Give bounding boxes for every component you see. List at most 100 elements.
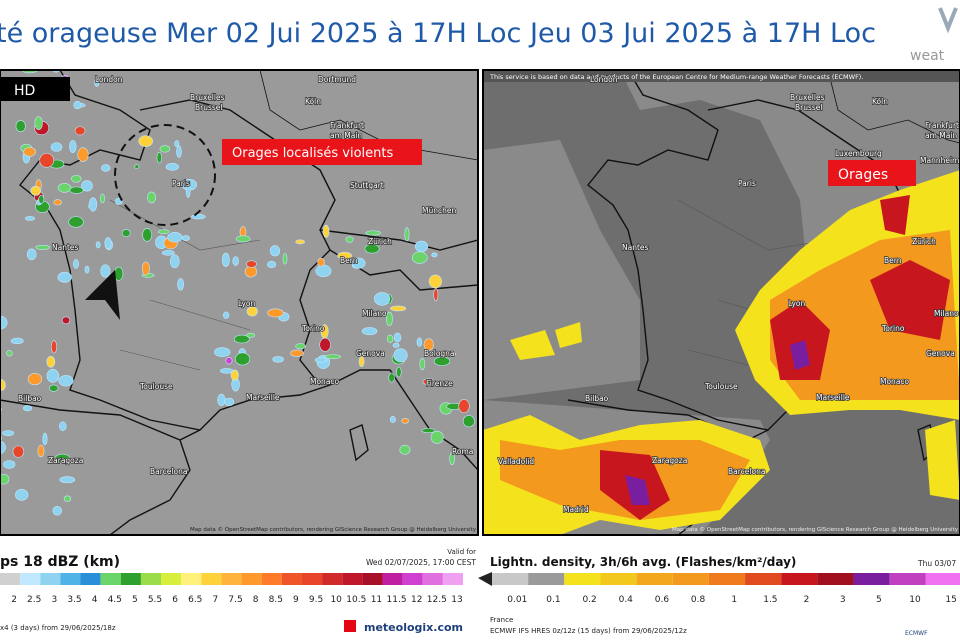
echo [176,145,182,158]
echo [177,278,185,291]
echo [22,405,33,412]
right-map: This service is based on data and produc… [483,70,960,535]
echo [364,243,380,254]
city-label: Madrid [563,505,589,514]
echo [361,327,378,336]
echo [50,142,63,152]
echo [393,348,408,363]
scale-label: 7.5 [228,595,242,605]
city-label: Brussel [195,103,223,112]
left-map: HD Orages localisés violents London Dortm… [0,70,478,535]
city-label: Toulouse [704,382,738,391]
city-label: Monaco [310,377,340,386]
scale-swatch [745,573,782,585]
divider-arrow [478,572,492,586]
city-label: Bruxelles [790,93,825,102]
echo [290,349,304,357]
city-label: Marseille [246,393,280,402]
scale-label: 13 [451,595,462,605]
scale-label: 9 [293,595,299,605]
scale-label: 6 [172,595,178,605]
city-label: London [590,75,618,84]
echo [220,368,234,374]
legend-title: ps 18 dBZ (km) [0,554,120,570]
echo [10,337,24,345]
city-label: Bologna [424,349,455,358]
city-label: Lyon [788,299,806,308]
echo [244,265,257,278]
scale-swatch [382,573,403,585]
city-label: Firenze [426,379,453,388]
echo [57,183,72,193]
echo [141,261,150,276]
left-frame [0,69,479,536]
scale-swatch [40,573,61,585]
brand: ECMWF [905,630,928,637]
scale-label: 15 [945,595,956,605]
echo [63,495,72,502]
city-label: Zaragoza [48,456,83,465]
city-label: Bern [884,256,902,265]
city-label: München [422,206,456,215]
echo [174,140,180,148]
city-label: Frankfurt [925,121,959,130]
city-label: Roma [452,447,473,456]
scale-label: 4.5 [108,595,122,605]
echo [430,430,444,444]
scale-swatch [80,573,101,585]
echo [401,417,410,424]
echo [232,256,239,266]
echo [337,251,352,260]
echo [431,252,438,258]
scale-swatch [201,573,222,585]
attribution: Map data © OpenStreetMap contributors, r… [672,526,959,533]
city-label: Nantes [52,243,79,252]
echo [414,240,429,253]
scale-swatch [853,573,890,585]
echo [373,292,391,306]
echo [46,355,56,368]
echo [24,216,36,221]
echo [246,332,256,338]
echo [433,288,439,302]
echo [390,305,407,312]
title-right: Jeu 03 Jui 2025 à 17H Loc [528,18,876,49]
city-label: Barcelona [728,467,765,476]
echo [23,147,36,157]
echo [50,340,58,354]
echo [246,260,257,268]
badge-text: HD [14,83,35,99]
echo [159,145,171,153]
echo [121,229,131,238]
echo [100,193,105,204]
scale-swatch [600,573,637,585]
scale-swatch [925,573,960,585]
scale-label: 7 [213,595,219,605]
annotation: Orages localisés violents [232,146,393,161]
scale-swatch [100,573,121,585]
scale-label: 11.5 [387,595,407,605]
echo [419,358,426,371]
city-label: Marseille [816,393,850,402]
scale-label: 0.1 [546,595,560,605]
echo [59,476,76,484]
scale-label: 11 [371,595,382,605]
echo [134,164,140,169]
city-label: am Main [330,131,362,140]
scale-label: 10.5 [346,595,366,605]
echo [225,356,233,365]
echo [267,260,277,269]
echo [49,384,59,392]
echo [416,337,423,347]
swiss-flag [344,620,356,632]
scale-label: 6.5 [188,595,202,605]
scale-swatch [528,573,565,585]
scale-swatch [708,573,746,585]
scale-swatch [20,573,41,585]
scale-label: 3 [51,595,57,605]
city-label: Paris [738,179,756,188]
annotation-box [828,160,916,186]
city-label: Milano [934,309,959,318]
city-label: Zaragoza [652,456,687,465]
